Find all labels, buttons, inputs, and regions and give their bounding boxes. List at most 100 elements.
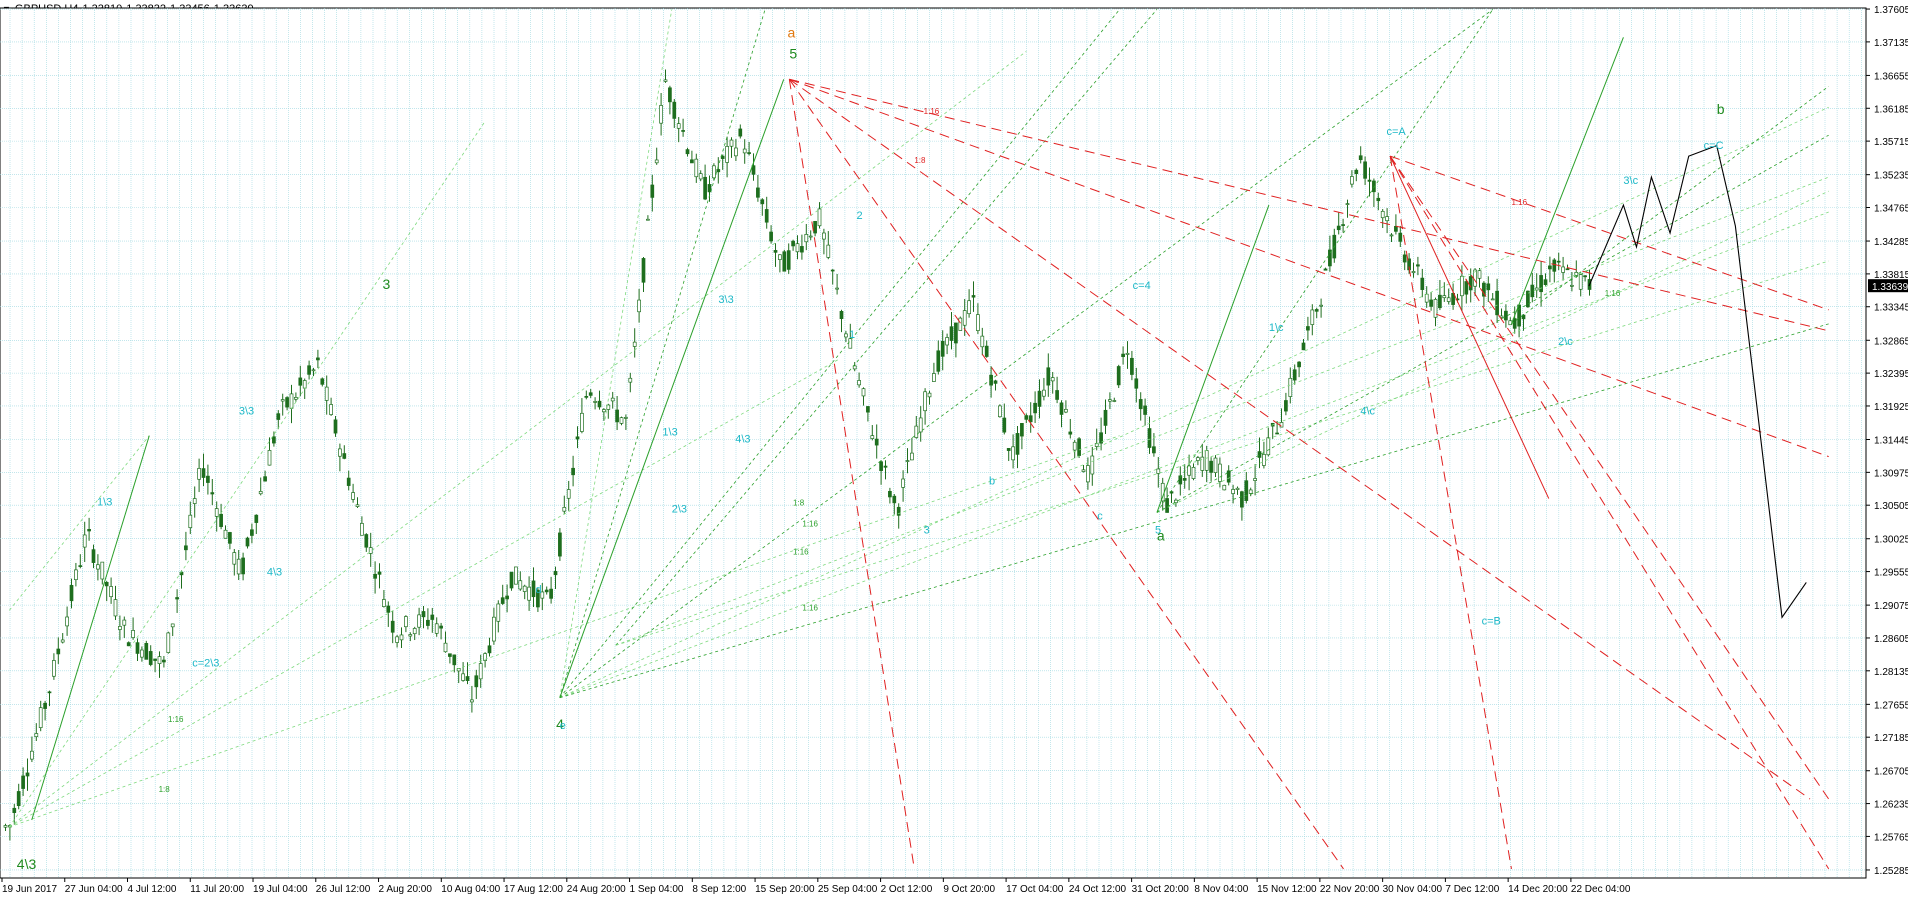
candle-body	[21, 775, 25, 789]
candle-body	[1486, 283, 1491, 291]
candle-body	[338, 448, 342, 457]
candle	[1411, 262, 1416, 278]
wave-label: c=4	[1133, 280, 1151, 292]
candle	[421, 605, 426, 629]
candle-body	[1244, 480, 1249, 501]
candle-body	[1235, 487, 1240, 490]
candle	[848, 323, 853, 349]
candle-body	[1125, 352, 1130, 355]
candle-body	[866, 406, 870, 413]
candle-body	[135, 642, 140, 654]
wave-label: c=A	[1386, 126, 1406, 138]
candle-body	[1552, 259, 1557, 272]
candle	[157, 651, 162, 678]
candle-body	[1138, 399, 1143, 410]
candle	[597, 390, 602, 410]
candle-body	[1112, 400, 1117, 402]
candle-body	[1050, 377, 1055, 382]
candle	[245, 536, 250, 549]
candle-body	[888, 490, 892, 498]
candle	[483, 652, 487, 668]
price-tick-label: 1.36655	[1874, 71, 1908, 82]
candle	[500, 584, 505, 605]
candle	[60, 633, 65, 644]
candle	[1204, 445, 1209, 483]
candle-body	[96, 564, 100, 570]
candle-body	[263, 476, 267, 482]
candle-body	[69, 585, 74, 602]
candle	[936, 340, 941, 375]
price-tick-label: 1.33345	[1874, 303, 1908, 314]
candle	[566, 480, 571, 511]
candle	[1526, 290, 1530, 308]
candle-body	[738, 128, 743, 137]
wave-label: c	[1097, 511, 1103, 523]
candle-body	[659, 105, 663, 124]
candle-body	[483, 653, 487, 661]
current-price-box	[1868, 279, 1908, 293]
candle	[386, 601, 391, 627]
time-tick-label: 7 Dec 12:00	[1445, 884, 1499, 895]
candle	[461, 662, 465, 682]
candle-body	[254, 514, 259, 523]
candle-body	[839, 310, 844, 319]
candle-body	[1020, 423, 1024, 437]
candle-body	[844, 333, 848, 338]
candle-body	[1398, 232, 1403, 242]
wave-label: 1	[849, 329, 855, 341]
candle	[1262, 441, 1266, 469]
candle-body	[698, 173, 703, 180]
candle-body	[113, 599, 118, 617]
candle-body	[298, 377, 303, 386]
candle	[1015, 425, 1020, 469]
candle	[549, 576, 553, 604]
wave-label: b	[1717, 101, 1725, 117]
candle	[1477, 267, 1482, 288]
candle-body	[1424, 293, 1429, 303]
candle-body	[294, 397, 298, 400]
time-tick-label: 15 Nov 12:00	[1257, 884, 1317, 895]
wave-label: 1\3	[662, 427, 677, 439]
candle	[1389, 233, 1394, 243]
current-price-label: 1.33639	[1872, 282, 1908, 293]
candle-body	[1152, 446, 1156, 454]
price-tick-label: 1.37135	[1874, 38, 1908, 49]
candle-body	[1512, 318, 1517, 329]
candle	[1103, 399, 1108, 435]
candle	[1191, 463, 1196, 481]
candle	[1006, 448, 1011, 462]
candle	[668, 85, 672, 115]
candle-body	[1468, 276, 1473, 291]
candle	[272, 431, 276, 447]
fan-ratio-label: 1:16	[802, 520, 818, 529]
candle	[104, 580, 109, 602]
wave-label: 3\3	[239, 406, 254, 418]
wave-label: 3\c	[1623, 175, 1638, 187]
candle	[505, 584, 509, 613]
candle-body	[764, 209, 769, 223]
candle-body	[162, 659, 166, 663]
candle-body	[1508, 320, 1513, 326]
candle-body	[1583, 275, 1587, 278]
candle	[1077, 437, 1081, 458]
candle-body	[214, 508, 219, 517]
candle	[228, 531, 232, 550]
trend-line-green	[559, 79, 785, 698]
candle-body	[1266, 437, 1271, 456]
price-tick-label: 1.26705	[1874, 767, 1908, 778]
candle	[892, 494, 897, 515]
candle-body	[896, 506, 901, 516]
wave-label: c=C	[1704, 140, 1724, 152]
candle	[870, 425, 875, 441]
candle-body	[1429, 299, 1433, 307]
candle	[1292, 364, 1297, 385]
candle	[698, 170, 703, 182]
candle-body	[34, 733, 39, 738]
candle	[1231, 484, 1235, 504]
candle-body	[1548, 265, 1552, 270]
time-tick-label: 8 Sep 12:00	[692, 884, 746, 895]
candle-body	[184, 545, 188, 551]
candle-body	[575, 436, 580, 440]
candle-body	[681, 130, 685, 132]
